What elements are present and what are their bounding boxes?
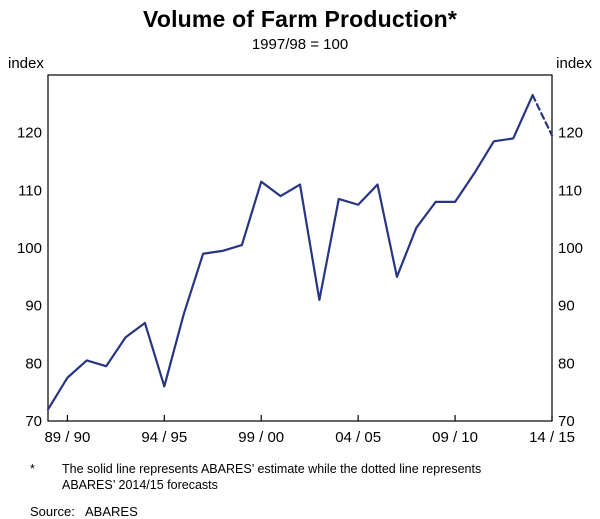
x-tick-label: 09 / 10 [432, 429, 478, 446]
source-line: Source: ABARES [0, 504, 600, 519]
y-tick-label-right: 70 [558, 413, 575, 430]
source-value: ABARES [85, 503, 138, 519]
y-tick-label-left: 70 [25, 413, 42, 430]
footnote: * The solid line represents ABARES’ esti… [0, 461, 600, 494]
plot-frame [47, 74, 553, 422]
y-tick-label-left: 90 [25, 298, 42, 315]
right-axis-unit-label: index [556, 55, 592, 72]
footnote-marker: * [30, 462, 35, 476]
footnote-text: The solid line represents ABARES’ estima… [62, 462, 482, 493]
y-tick-label-left: 110 [18, 182, 42, 199]
x-tick-label: 99 / 00 [238, 429, 284, 446]
chart-title: Volume of Farm Production* [142, 6, 457, 32]
x-tick-label: 94 / 95 [141, 429, 187, 446]
x-tick-label: 89 / 90 [44, 429, 90, 446]
estimate-line [46, 94, 534, 411]
source-label: Source: [30, 503, 75, 519]
y-tick-label-left: 120 [17, 125, 42, 142]
y-tick-label-right: 120 [558, 125, 583, 142]
y-tick-label-left: 100 [17, 240, 42, 257]
forecast-line [531, 94, 554, 137]
left-axis-unit-label: index [8, 55, 44, 72]
y-tick-label-right: 80 [558, 355, 575, 372]
y-tick-label-right: 110 [558, 182, 582, 199]
x-tick-label: 14 / 15 [529, 429, 575, 446]
y-tick-label-right: 90 [558, 298, 575, 315]
y-tick-label-right: 100 [558, 240, 583, 257]
x-tick-label: 04 / 05 [335, 429, 381, 446]
y-tick-label-left: 80 [25, 355, 42, 372]
chart-subtitle: 1997/98 = 100 [251, 36, 349, 53]
farm-production-line-chart: index index 70 70 80 80 90 90 100 100 110 110 120 1… [8, 55, 593, 446]
